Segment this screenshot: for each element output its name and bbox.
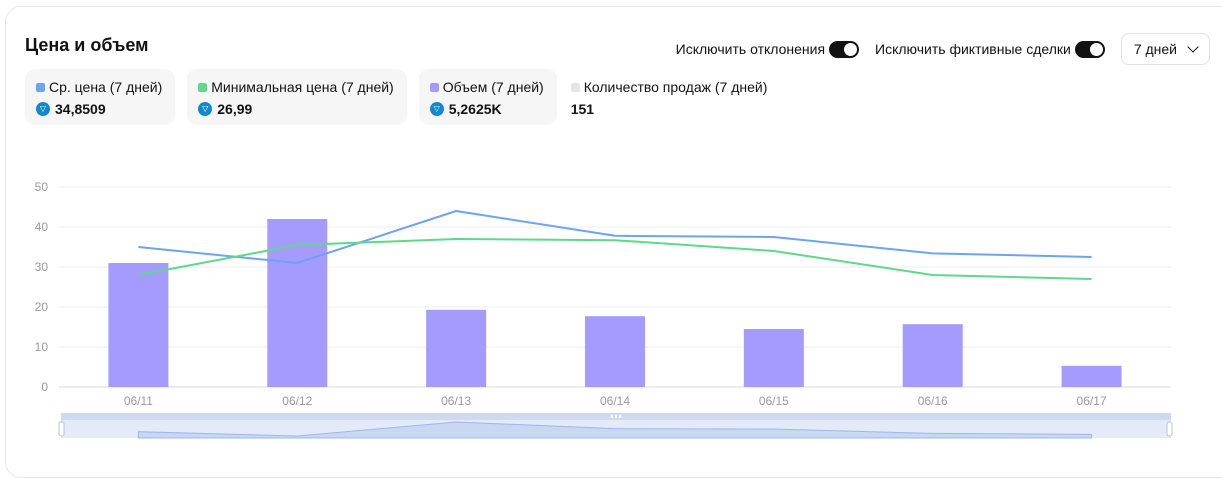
outliers-toggle[interactable] — [829, 40, 860, 58]
chart-grid: 0 10 20 30 40 50 — [35, 180, 1171, 394]
zoom-grip — [615, 415, 617, 418]
period-select[interactable]: 7 дней — [1120, 33, 1210, 65]
x-tick-label: 06/14 — [600, 394, 630, 408]
outliers-toggle-label: Исключить отклонения — [675, 41, 826, 57]
legend-swatch-sales-count — [570, 82, 580, 92]
fake-trades-control: Исключить фиктивные сделки — [875, 40, 1105, 58]
y-tick-label: 30 — [35, 260, 49, 274]
bar — [267, 219, 328, 387]
stat-min-price: Минимальная цена (7 дней) ▽ 26,99 — [187, 69, 407, 125]
stat-sales-count: Количество продаж (7 дней) 151 — [569, 69, 781, 125]
bar — [902, 324, 963, 387]
chart-controls: Исключить отклонения Исключить фиктивные… — [676, 33, 1210, 65]
y-tick-label: 50 — [35, 180, 49, 194]
stat-volume-value: 5,2625K — [448, 101, 502, 117]
y-tick-label: 20 — [35, 300, 49, 314]
series-line — [138, 210, 1092, 264]
x-tick-label: 06/12 — [282, 394, 312, 408]
stat-avg-price-value: 34,8509 — [55, 101, 106, 117]
stats-row: Ср. цена (7 дней) ▽ 34,8509 Минимальная … — [25, 69, 780, 125]
zoom-slider — [58, 413, 1173, 439]
y-tick-label: 0 — [41, 380, 48, 394]
stat-min-price-value: 26,99 — [217, 101, 253, 117]
bar — [585, 316, 645, 387]
stat-avg-price: Ср. цена (7 дней) ▽ 34,8509 — [25, 69, 176, 125]
zoom-right-handle — [1166, 421, 1173, 437]
zoom-grip — [619, 415, 621, 418]
stat-avg-price-label: Ср. цена (7 дней) — [49, 79, 163, 95]
legend-swatch-avg-price — [36, 82, 45, 92]
zoom-grip — [611, 415, 613, 418]
stat-volume-label: Объем (7 дней) — [442, 79, 544, 95]
x-tick-label: 06/15 — [759, 394, 789, 408]
outliers-control: Исключить отклонения — [675, 40, 860, 58]
stat-sales-count-label: Количество продаж (7 дней) — [583, 79, 768, 95]
chart-x-axis: 06/11 06/12 06/13 06/14 06/15 06/16 06/17 — [124, 394, 1107, 408]
zoom-preview — [137, 421, 1093, 439]
chart-bars — [108, 219, 1122, 387]
stat-min-price-label: Минимальная цена (7 дней) — [211, 79, 394, 95]
legend-swatch-volume — [429, 82, 439, 92]
ton-icon: ▽ — [429, 102, 444, 116]
y-tick-label: 10 — [35, 340, 49, 354]
legend-swatch-min-price — [198, 82, 208, 92]
y-tick-label: 40 — [35, 220, 49, 234]
ton-icon: ▽ — [36, 102, 50, 116]
bar — [743, 329, 804, 387]
x-tick-label: 06/17 — [1077, 394, 1107, 408]
series-line — [138, 238, 1092, 280]
stat-volume: Объем (7 дней) ▽ 5,2625K — [418, 69, 557, 125]
fake-trades-toggle[interactable] — [1074, 40, 1105, 58]
stat-sales-count-value: 151 — [570, 101, 595, 117]
fake-trades-toggle-label: Исключить фиктивные сделки — [875, 41, 1071, 57]
bar — [108, 263, 169, 387]
x-tick-label: 06/11 — [124, 394, 153, 408]
bar — [1061, 365, 1122, 387]
zoom-left-handle — [58, 421, 65, 437]
ton-icon: ▽ — [198, 102, 213, 116]
x-tick-label: 06/13 — [441, 394, 471, 408]
bar — [426, 309, 487, 387]
page-title: Цена и объем — [25, 35, 149, 55]
period-select-value: 7 дней — [1133, 41, 1177, 57]
x-tick-label: 06/16 — [918, 394, 948, 408]
chart-lines — [138, 210, 1092, 280]
